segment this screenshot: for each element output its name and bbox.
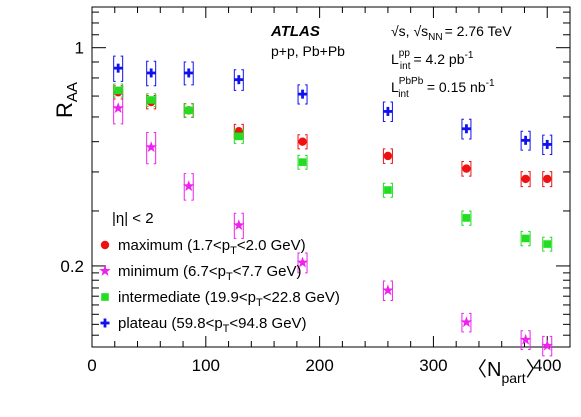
point-intermediate xyxy=(114,86,122,95)
sys-bracket-minimum xyxy=(542,335,553,357)
x-tick-label: 400 xyxy=(533,356,561,375)
lumi-pp: Lpp int = 4.2 pb-1 xyxy=(391,48,474,72)
sys-bracket-maximum xyxy=(542,171,553,188)
point-maximum xyxy=(383,151,393,161)
y-tick-label: 1 xyxy=(75,39,84,58)
point-minimum xyxy=(183,180,195,192)
sys-bracket-intermediate xyxy=(520,230,531,247)
sys-bracket-maximum xyxy=(520,171,531,188)
sys-bracket-minimum xyxy=(233,212,244,239)
point-plateau xyxy=(146,68,156,78)
point-plateau-v xyxy=(524,135,528,145)
lumi-pbpb: LPbPb int = 0.15 nb-1 xyxy=(391,76,495,100)
point-intermediate xyxy=(543,240,552,248)
point-intermediate xyxy=(384,186,392,194)
point-intermediate xyxy=(235,132,243,141)
x-axis-label: 〈Npart〉 xyxy=(467,359,546,386)
legend: |η| < 2 maximum (1.7<pT<2.0 GeV) minimum… xyxy=(99,210,340,335)
legend-marker-maximum xyxy=(100,240,110,250)
point-maximum xyxy=(298,137,307,146)
point-minimum xyxy=(112,102,124,114)
point-plateau-v xyxy=(237,75,241,85)
legend-marker-plateau-v xyxy=(103,318,107,328)
legend-label-intermediate: intermediate (19.9<pT<22.8 GeV) xyxy=(118,289,340,309)
sys-bracket-minimum xyxy=(183,173,194,201)
sys-bracket-intermediate xyxy=(297,154,308,170)
point-plateau-v xyxy=(116,63,120,73)
sys-bracket-maximum xyxy=(297,134,308,150)
sys-bracket-minimum xyxy=(520,330,531,350)
sys-bracket-maximum xyxy=(461,161,472,177)
sys-bracket-minimum xyxy=(461,312,472,333)
data-points xyxy=(112,55,553,357)
sys-bracket-intermediate xyxy=(183,103,194,118)
energy-label: √s, √sNN = 2.76 TeV xyxy=(391,23,512,43)
point-minimum xyxy=(382,284,394,296)
x-tick-label: 200 xyxy=(305,356,333,375)
legend-marker-plateau xyxy=(100,318,110,328)
point-maximum xyxy=(543,174,552,184)
point-plateau-v xyxy=(545,139,549,149)
x-tick-label: 100 xyxy=(192,356,220,375)
point-intermediate xyxy=(462,214,471,222)
sys-bracket-minimum xyxy=(382,280,393,301)
eta-cut-label: |η| < 2 xyxy=(112,210,154,227)
sys-bracket-intermediate xyxy=(146,93,157,108)
sys-bracket-intermediate xyxy=(113,83,124,98)
sys-bracket-maximum xyxy=(382,148,393,164)
point-intermediate xyxy=(521,234,530,243)
collision-systems: p+p, Pb+Pb xyxy=(271,43,345,59)
y-axis-label: RAA xyxy=(52,82,81,118)
plot-frame xyxy=(91,6,571,348)
point-plateau-v xyxy=(149,68,153,78)
point-intermediate xyxy=(147,96,155,104)
point-minimum xyxy=(296,256,309,268)
point-minimum xyxy=(233,219,245,231)
sys-bracket-intermediate xyxy=(382,182,393,198)
point-minimum xyxy=(145,141,157,153)
legend-label-minimum: minimum (6.7<pT<7.7 GeV) xyxy=(118,263,301,283)
x-axis: 0 100 200 300 400 xyxy=(87,7,571,375)
point-maximum xyxy=(521,174,530,184)
legend-marker-minimum xyxy=(99,265,111,276)
point-minimum xyxy=(460,316,473,328)
point-plateau xyxy=(461,124,471,134)
point-intermediate xyxy=(298,158,307,166)
legend-marker-intermediate xyxy=(101,293,109,301)
point-maximum xyxy=(462,164,471,173)
point-plateau-v xyxy=(301,89,304,99)
point-plateau xyxy=(298,89,308,99)
point-plateau-v xyxy=(386,106,390,116)
x-tick-label: 0 xyxy=(87,356,96,375)
sys-bracket-intermediate xyxy=(461,210,472,226)
point-plateau-v xyxy=(465,124,468,134)
point-plateau xyxy=(521,135,531,145)
point-plateau xyxy=(542,139,552,149)
sys-bracket-intermediate xyxy=(233,129,244,144)
point-plateau xyxy=(234,75,244,85)
x-tick-label: 300 xyxy=(419,356,447,375)
legend-label-maximum: maximum (1.7<pT<2.0 GeV) xyxy=(118,237,306,257)
experiment-label: ATLAS xyxy=(270,23,320,40)
y-tick-label: 0.2 xyxy=(60,257,84,276)
y-axis: 0.21 xyxy=(60,11,570,348)
sys-bracket-minimum xyxy=(146,132,157,165)
point-plateau xyxy=(383,106,393,116)
sys-bracket-minimum xyxy=(297,252,308,274)
legend-label-plateau: plateau (59.8<pT<94.8 GeV) xyxy=(118,315,307,335)
point-intermediate xyxy=(184,106,193,115)
sys-bracket-intermediate xyxy=(542,236,553,252)
point-minimum xyxy=(519,333,532,345)
point-minimum xyxy=(541,339,553,351)
point-plateau xyxy=(113,63,123,73)
point-plateau xyxy=(184,68,194,78)
point-plateau-v xyxy=(187,68,191,78)
